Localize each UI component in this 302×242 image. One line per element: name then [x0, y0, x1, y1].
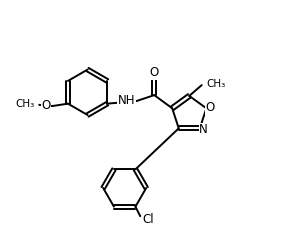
- Text: O: O: [41, 99, 50, 112]
- Text: O: O: [206, 101, 215, 114]
- Text: N: N: [199, 123, 208, 136]
- Text: CH₃: CH₃: [206, 79, 225, 89]
- Text: Cl: Cl: [143, 212, 154, 226]
- Text: CH₃: CH₃: [16, 99, 35, 109]
- Text: O: O: [150, 66, 159, 79]
- Text: NH: NH: [118, 94, 135, 107]
